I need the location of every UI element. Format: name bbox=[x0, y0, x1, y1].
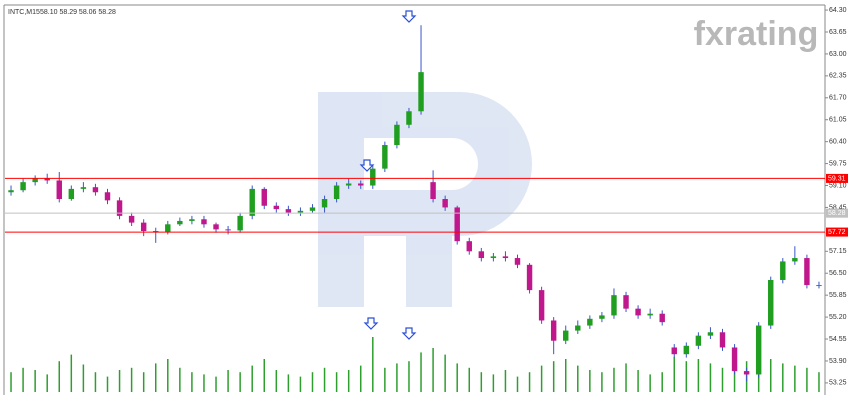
candle-body bbox=[792, 258, 798, 262]
candle-body bbox=[659, 313, 665, 323]
candle-body bbox=[550, 320, 557, 341]
candle-body bbox=[454, 207, 460, 242]
candle-body bbox=[635, 308, 641, 316]
candle-body bbox=[358, 183, 364, 186]
candle-body bbox=[768, 279, 774, 326]
candle-body bbox=[273, 205, 280, 210]
candle-body bbox=[345, 183, 352, 186]
candle-body bbox=[430, 182, 436, 200]
y-tick-label: 57.15 bbox=[829, 248, 847, 255]
candle-body bbox=[780, 261, 786, 280]
candle-body bbox=[587, 318, 593, 326]
candle-body bbox=[92, 187, 99, 193]
candle-body bbox=[514, 258, 521, 265]
y-tick-label: 59.75 bbox=[829, 160, 847, 167]
candle-body bbox=[201, 219, 207, 225]
candle-body bbox=[599, 315, 605, 319]
y-tick-label: 61.70 bbox=[829, 95, 847, 102]
candle-body bbox=[177, 220, 183, 225]
candle-body bbox=[406, 111, 412, 125]
candle-body bbox=[333, 185, 340, 200]
y-tick-label: 55.20 bbox=[829, 314, 847, 321]
candle-body bbox=[695, 335, 702, 346]
logo bbox=[318, 92, 532, 307]
candle-body bbox=[755, 325, 762, 375]
candle-body bbox=[285, 209, 292, 213]
candle-body bbox=[490, 256, 497, 259]
candle-body bbox=[32, 178, 38, 183]
candle-body bbox=[249, 188, 255, 216]
candle-body bbox=[128, 215, 135, 223]
candle-body bbox=[442, 199, 448, 208]
candle-body bbox=[8, 190, 14, 193]
y-tick-label: 53.25 bbox=[829, 380, 847, 387]
candle-body bbox=[575, 325, 581, 331]
y-tick-label: 59.10 bbox=[829, 182, 847, 189]
symbol: INTC,M15 bbox=[8, 9, 40, 16]
y-tick-label: 54.55 bbox=[829, 336, 847, 343]
candle-body bbox=[104, 192, 111, 201]
candle-body bbox=[731, 347, 738, 372]
candle-body bbox=[707, 332, 714, 336]
candle-body bbox=[382, 145, 388, 169]
candle-body bbox=[611, 295, 617, 316]
level-label: 57.72 bbox=[828, 229, 846, 236]
candle-body bbox=[538, 290, 545, 321]
y-tick-label: 61.05 bbox=[829, 117, 847, 124]
arrows bbox=[359, 10, 417, 340]
candle-body bbox=[56, 180, 62, 200]
candle-body bbox=[804, 258, 810, 286]
level-label-box bbox=[826, 173, 848, 183]
candle-body bbox=[44, 178, 50, 181]
candle-body bbox=[225, 229, 231, 231]
level-label-box bbox=[826, 208, 848, 218]
candle-body bbox=[297, 210, 304, 213]
candle-body bbox=[719, 332, 726, 348]
candle-body bbox=[502, 256, 509, 259]
candle-body bbox=[526, 264, 533, 291]
y-tick-label: 58.45 bbox=[829, 204, 847, 211]
y-tick-label: 63.65 bbox=[829, 29, 847, 36]
candle-body bbox=[321, 199, 328, 208]
candle-body bbox=[68, 188, 75, 200]
candle-body bbox=[466, 241, 472, 252]
y-tick-label: 53.90 bbox=[829, 358, 847, 365]
candle-body bbox=[816, 285, 822, 287]
ohlc-text: 58.10 58.29 58.06 58.28 bbox=[40, 9, 116, 16]
candle-body bbox=[743, 371, 750, 375]
candle-body bbox=[237, 215, 243, 231]
level-label: 59.31 bbox=[828, 175, 846, 182]
candle-body bbox=[418, 72, 424, 112]
y-tick-label: 55.85 bbox=[829, 292, 847, 299]
y-tick-label: 62.35 bbox=[829, 73, 847, 80]
y-tick-label: 63.00 bbox=[829, 51, 847, 58]
candle-body bbox=[20, 182, 26, 191]
candle-body bbox=[189, 219, 195, 221]
candle-body bbox=[80, 187, 87, 189]
candle-body bbox=[563, 330, 569, 341]
candle-body bbox=[647, 313, 653, 316]
candle-body bbox=[478, 251, 485, 259]
candle-body bbox=[309, 207, 316, 211]
watermark: fxrating bbox=[694, 15, 819, 53]
candle-body bbox=[671, 347, 677, 355]
candle-body bbox=[213, 224, 219, 230]
level-label: 58.28 bbox=[828, 210, 846, 217]
y-tick-label: 64.30 bbox=[829, 7, 847, 14]
candle-body bbox=[116, 200, 123, 216]
y-tick-label: 60.40 bbox=[829, 138, 847, 145]
candle-body bbox=[394, 124, 400, 146]
candle-body bbox=[683, 345, 690, 355]
candle-body bbox=[140, 222, 147, 232]
y-tick-label: 56.50 bbox=[829, 270, 847, 277]
candle-body bbox=[165, 224, 171, 233]
candle-body bbox=[623, 295, 629, 309]
level-label-box bbox=[826, 227, 848, 237]
candle-body bbox=[261, 188, 267, 206]
candle-body bbox=[370, 168, 376, 186]
